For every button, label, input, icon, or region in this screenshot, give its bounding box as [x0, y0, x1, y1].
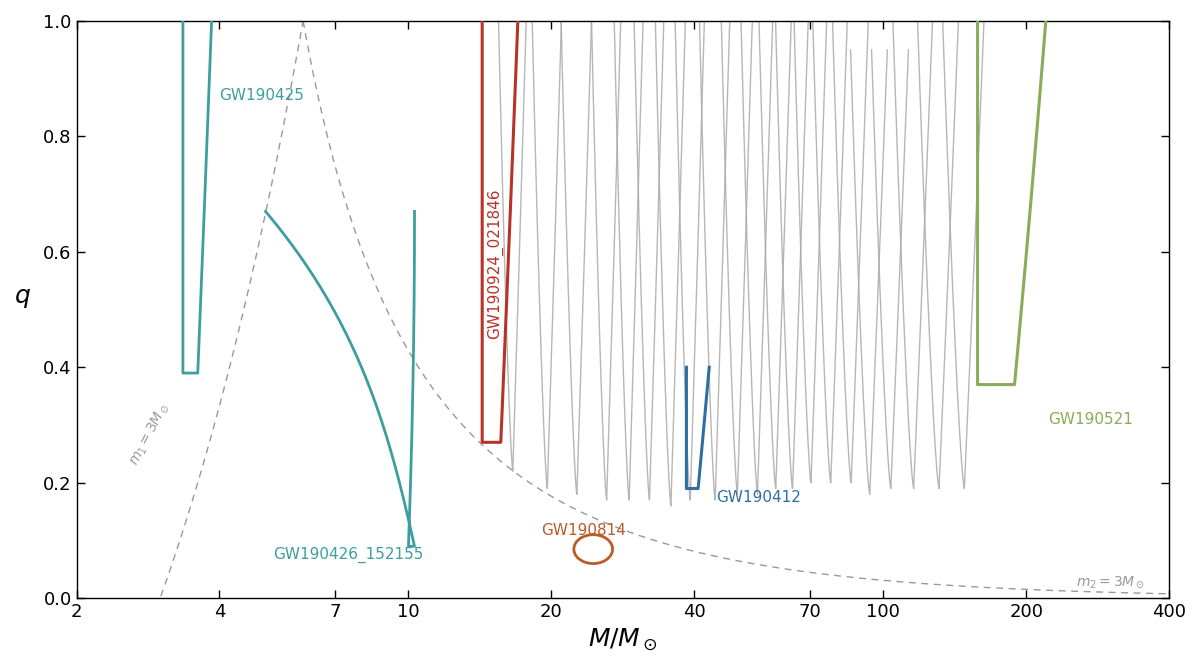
Text: GW190924_021846: GW190924_021846 [487, 188, 503, 339]
Text: GW190814: GW190814 [541, 522, 625, 538]
Text: $m_2 = 3M_\odot$: $m_2 = 3M_\odot$ [1076, 574, 1145, 590]
Text: GW190412: GW190412 [716, 490, 802, 505]
X-axis label: $M/M_\odot$: $M/M_\odot$ [588, 626, 658, 653]
Text: $m_1 = 3M_\odot$: $m_1 = 3M_\odot$ [126, 400, 173, 468]
Text: GW190426_152155: GW190426_152155 [274, 547, 424, 563]
Y-axis label: $q$: $q$ [14, 285, 31, 309]
Text: GW190521: GW190521 [1048, 412, 1133, 427]
Text: GW190425: GW190425 [220, 89, 305, 103]
